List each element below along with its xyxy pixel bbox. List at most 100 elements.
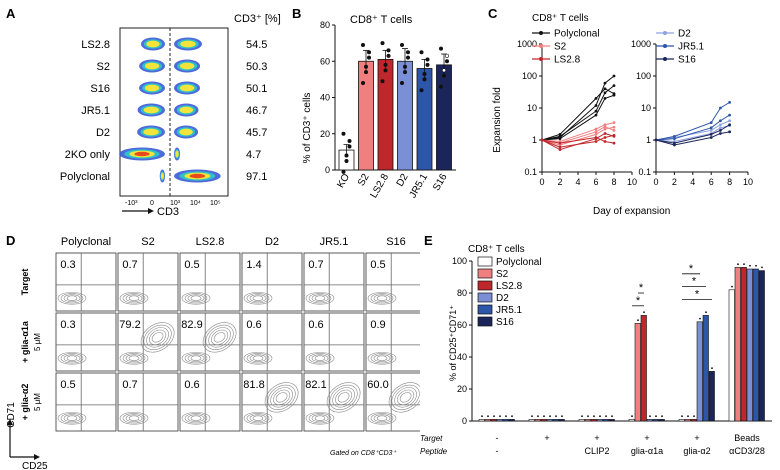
a-tick-3: 10⁴ (190, 200, 201, 207)
a-event-cloud-core (160, 172, 164, 180)
d-contour (187, 294, 205, 303)
e-data-point (481, 415, 483, 418)
a-event-cloud-core (175, 150, 179, 158)
e-significance-star: * (695, 288, 700, 300)
d-column-header: LS2.8 (196, 236, 225, 248)
b-data-point (439, 46, 444, 51)
e-bar (584, 419, 591, 422)
e-data-point (531, 415, 533, 418)
d-contour (122, 353, 146, 364)
c-data-point (612, 84, 616, 88)
b-data-point (364, 70, 369, 75)
d-contour (370, 353, 394, 364)
c-data-point (594, 109, 598, 113)
d-contour (184, 353, 208, 364)
d-percent-value: 0.9 (370, 319, 385, 331)
e-target-value: + (644, 433, 649, 443)
e-data-point (499, 415, 501, 418)
d-contour (181, 411, 211, 425)
e-target-value: + (594, 433, 599, 443)
d-contour (311, 294, 329, 303)
d-row-label: Target (20, 269, 30, 296)
a-event-cloud-core (144, 62, 160, 70)
e-data-point (661, 415, 663, 418)
c-legend-label: LS2.8 (554, 55, 581, 66)
e-bar (608, 419, 615, 422)
d-contour (128, 355, 140, 361)
c-data-point (603, 140, 607, 143)
e-target-value: - (496, 433, 499, 443)
c-data-point (603, 91, 607, 95)
b-ylabel: % of CD3⁺ cells (302, 93, 313, 164)
b-y-tick-label: 60 (320, 56, 330, 66)
c-data-point (719, 126, 722, 130)
d-contour-positive (391, 384, 420, 411)
e-target-value: Beads (734, 433, 760, 443)
e-data-point (549, 415, 551, 418)
panel-e: E CD8⁺ T cells % of CD25⁺CD71⁺ 0 20 40 60 80… (420, 233, 772, 456)
e-peptide-value: glia-α2 (683, 446, 710, 456)
c-data-point (594, 132, 598, 136)
d-contour (314, 355, 326, 361)
d-percent-value: 0.3 (60, 259, 75, 271)
c-data-point (673, 134, 676, 138)
e-data-point (555, 415, 557, 418)
e-data-point (631, 415, 633, 418)
d-percent-value: 0.3 (60, 319, 75, 331)
c-data-point (709, 128, 713, 132)
d-contour (190, 355, 202, 361)
d-contour (370, 293, 394, 304)
a-row-label: Polyclonal (60, 171, 110, 183)
e-y-tick-label: 20 (457, 384, 467, 394)
c-right-x-tick-label: 6 (709, 177, 714, 187)
panel-b: B CD8⁺ T cells % of CD3⁺ cells 0 20 40 60 80… (292, 6, 456, 200)
a-row-label: 2KO only (65, 149, 111, 161)
b-data-point (406, 50, 411, 55)
e-bar (508, 419, 515, 422)
d-contour (184, 293, 208, 304)
e-data-point (561, 415, 563, 418)
b-data-point (347, 144, 352, 149)
e-bar (540, 419, 547, 422)
c-series-line (655, 114, 730, 141)
c-data-point (612, 74, 616, 78)
d-percent-value: 79.2 (119, 319, 140, 331)
d-contour-positive (275, 392, 288, 403)
d-percent-value: 82.9 (181, 319, 202, 331)
b-data-point (422, 71, 427, 76)
d-contour (305, 291, 335, 305)
b-data-point (439, 84, 444, 89)
c-right-y-tick-label: 1000 (631, 39, 651, 49)
e-legend-label: JR5.1 (496, 305, 523, 316)
d-contour-positive (211, 329, 229, 346)
d-contour (190, 415, 202, 421)
d-contour (57, 351, 87, 365)
d-percent-value: 0.5 (370, 259, 385, 271)
d-y-arrow-head (7, 419, 13, 425)
d-contour (184, 413, 208, 424)
b-category-label: S2 (356, 172, 372, 188)
e-bar (496, 419, 503, 422)
d-contour (243, 411, 273, 425)
e-bar (640, 315, 647, 422)
panel-e-letter: E (424, 233, 433, 248)
e-data-point (587, 415, 589, 418)
d-percent-value: 0.7 (122, 259, 137, 271)
d-contour (63, 414, 81, 423)
d-flow-plot (241, 252, 303, 312)
panel-c: C CD8⁺ T cells Expansion fold Day of exp… (488, 6, 753, 217)
a-row-label: LS2.8 (81, 39, 110, 51)
e-bar (558, 419, 565, 422)
d-percent-value: 82.1 (305, 379, 326, 391)
d-contour-positive (270, 387, 293, 408)
a-event-cloud-core (179, 84, 195, 92)
b-data-point (403, 70, 408, 75)
c-legend-marker (539, 31, 543, 35)
c-data-point (612, 141, 616, 145)
d-contour (181, 291, 211, 305)
b-data-point (425, 62, 430, 67)
b-data-point (341, 131, 346, 136)
c-right-x-tick-label: 0 (653, 177, 658, 187)
c-xlabel: Day of expansion (593, 206, 670, 217)
e-legend-label: Polyclonal (496, 257, 542, 268)
